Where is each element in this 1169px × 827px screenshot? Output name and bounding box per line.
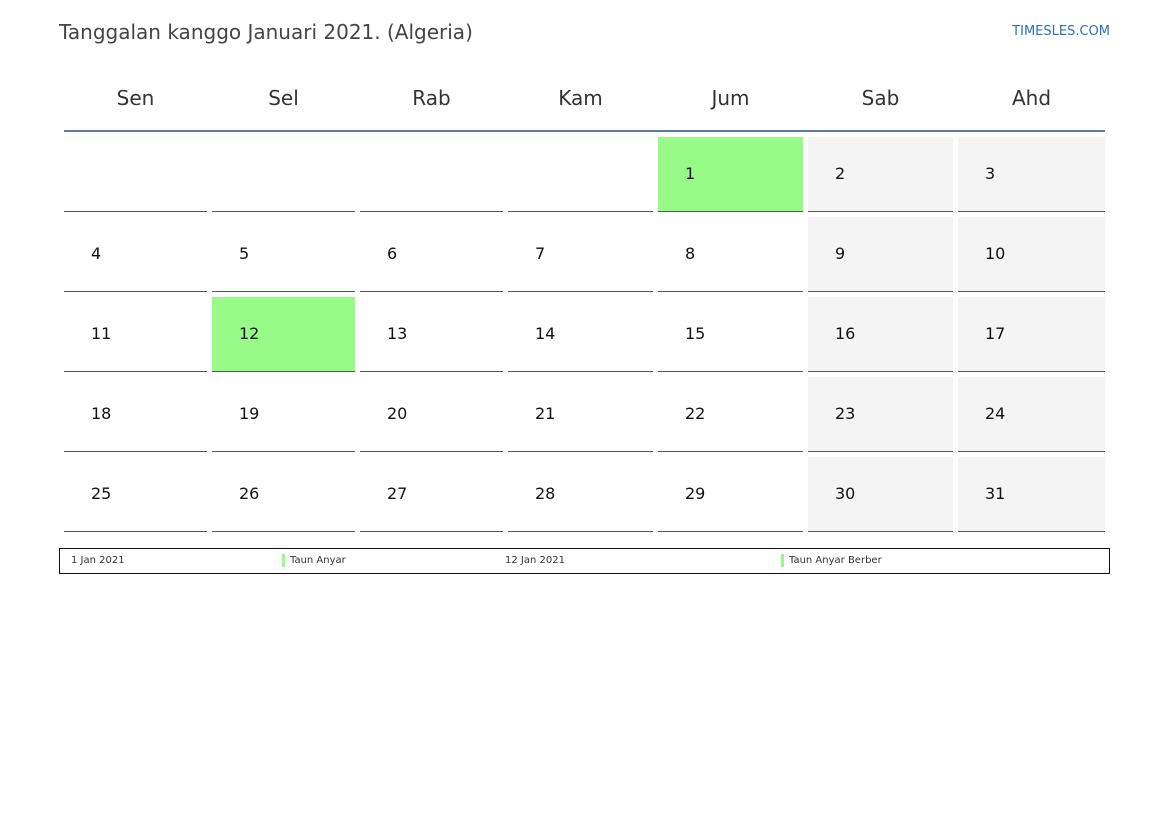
- weekday-mon: Sen: [116, 86, 155, 110]
- day-cell: 20: [360, 377, 503, 452]
- day-number: 13: [387, 324, 408, 343]
- day-cell: 5: [212, 217, 355, 292]
- calendar-week-3: 11 12 13 14 15 16 17: [64, 297, 1105, 372]
- day-number: 11: [91, 324, 112, 343]
- weekday-header-row: Sen Sel Rab Kam Jum Sab Ahd: [64, 72, 1105, 132]
- weekday-tue: Sel: [268, 86, 299, 110]
- day-number: 10: [985, 244, 1006, 263]
- day-cell-weekend: 30: [808, 457, 953, 532]
- site-link[interactable]: TIMESLES.COM: [1012, 24, 1110, 39]
- day-number: 20: [387, 404, 408, 423]
- page-title: Tanggalan kanggo Januari 2021. (Algeria): [59, 20, 473, 44]
- legend-holiday-name: Taun Anyar: [290, 555, 346, 566]
- day-cell-holiday: 1: [658, 137, 803, 212]
- day-number: 2: [835, 164, 846, 183]
- day-number: 24: [985, 404, 1006, 423]
- day-number: 9: [835, 244, 846, 263]
- day-number: 30: [835, 484, 856, 503]
- calendar-week-5: 25 26 27 28 29 30 31: [64, 457, 1105, 532]
- day-cell-weekend: 9: [808, 217, 953, 292]
- day-number: 19: [239, 404, 260, 423]
- day-number: 23: [835, 404, 856, 423]
- day-number: 29: [685, 484, 706, 503]
- day-cell: 21: [508, 377, 653, 452]
- day-number: 18: [91, 404, 112, 423]
- day-number: 27: [387, 484, 408, 503]
- day-number: 14: [535, 324, 556, 343]
- calendar-week-2: 4 5 6 7 8 9 10: [64, 217, 1105, 292]
- day-number: 12: [239, 324, 260, 343]
- day-cell-weekend: 23: [808, 377, 953, 452]
- day-cell-weekend: 24: [958, 377, 1105, 452]
- day-cell: 7: [508, 217, 653, 292]
- day-number: 31: [985, 484, 1006, 503]
- weekday-sun: Ahd: [1011, 86, 1052, 110]
- day-cell: 28: [508, 457, 653, 532]
- holiday-color-marker: [781, 554, 784, 567]
- holiday-legend: 1 Jan 2021 Taun Anyar 12 Jan 2021 Taun A…: [59, 548, 1110, 574]
- day-number: 4: [91, 244, 102, 263]
- day-cell: 22: [658, 377, 803, 452]
- weekday-wed: Rab: [412, 86, 451, 110]
- weekday-sat: Sab: [861, 86, 900, 110]
- day-number: 7: [535, 244, 546, 263]
- calendar-weeks: 1 2 3 4 5 6 7 8 9 10 11 12 13 14 15 16 1…: [64, 137, 1105, 532]
- day-cell: 29: [658, 457, 803, 532]
- day-number: 25: [91, 484, 112, 503]
- day-cell-weekend: 10: [958, 217, 1105, 292]
- legend-date: 1 Jan 2021: [71, 555, 125, 566]
- day-number: 16: [835, 324, 856, 343]
- day-cell: 11: [64, 297, 207, 372]
- day-number: 5: [239, 244, 250, 263]
- month-calendar: Sen Sel Rab Kam Jum Sab Ahd 1 2 3 4 5 6 …: [64, 72, 1105, 537]
- holiday-color-marker: [282, 554, 285, 567]
- day-cell: 27: [360, 457, 503, 532]
- calendar-week-4: 18 19 20 21 22 23 24: [64, 377, 1105, 452]
- day-cell-weekend: 16: [808, 297, 953, 372]
- day-number: 6: [387, 244, 398, 263]
- day-cell-weekend: 3: [958, 137, 1105, 212]
- day-cell: [360, 137, 503, 212]
- legend-holiday-name: Taun Anyar Berber: [789, 555, 882, 566]
- day-number: 15: [685, 324, 706, 343]
- day-cell: 14: [508, 297, 653, 372]
- day-number: 8: [685, 244, 696, 263]
- day-cell: 8: [658, 217, 803, 292]
- day-number: 28: [535, 484, 556, 503]
- day-cell-holiday: 12: [212, 297, 355, 372]
- day-cell: 25: [64, 457, 207, 532]
- day-number: 21: [535, 404, 556, 423]
- day-cell: 26: [212, 457, 355, 532]
- legend-date: 12 Jan 2021: [505, 555, 565, 566]
- weekday-thu: Kam: [558, 86, 603, 110]
- day-cell: 15: [658, 297, 803, 372]
- day-cell: 18: [64, 377, 207, 452]
- day-cell: [64, 137, 207, 212]
- day-cell: 4: [64, 217, 207, 292]
- day-number: 17: [985, 324, 1006, 343]
- calendar-week-1: 1 2 3: [64, 137, 1105, 212]
- day-number: 26: [239, 484, 260, 503]
- day-number: 22: [685, 404, 706, 423]
- day-number: 3: [985, 164, 996, 183]
- day-cell-weekend: 31: [958, 457, 1105, 532]
- day-cell-weekend: 17: [958, 297, 1105, 372]
- day-cell-weekend: 2: [808, 137, 953, 212]
- day-cell: 19: [212, 377, 355, 452]
- day-number: 1: [685, 164, 696, 183]
- day-cell: [212, 137, 355, 212]
- day-cell: [508, 137, 653, 212]
- day-cell: 13: [360, 297, 503, 372]
- day-cell: 6: [360, 217, 503, 292]
- weekday-fri: Jum: [711, 86, 750, 110]
